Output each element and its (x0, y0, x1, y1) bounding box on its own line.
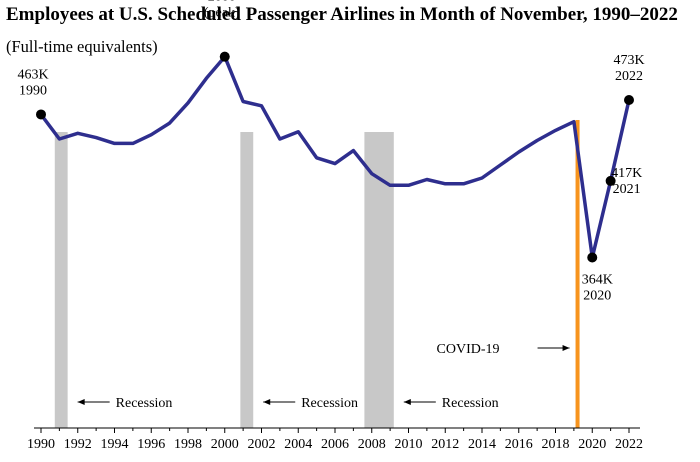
recession-label-2: Recession (301, 396, 358, 411)
data-point-1990 (36, 109, 46, 120)
x-tick-label-2022: 2022 (615, 437, 643, 452)
recession-label-3: Recession (442, 396, 499, 411)
annotation-1990-line-2: 1990 (19, 83, 47, 98)
x-tick-label-1998: 1998 (174, 437, 202, 452)
x-tick-label-2004: 2004 (284, 437, 312, 452)
recession-bar-1 (54, 132, 68, 428)
x-tick-label-2010: 2010 (395, 437, 423, 452)
x-tick-label-1994: 1994 (101, 437, 129, 452)
chart-title: Employees at U.S. Scheduled Passenger Ai… (6, 4, 678, 25)
data-point-2022 (624, 95, 634, 106)
recession-bar-2 (240, 132, 254, 428)
x-tick-label-1990: 1990 (27, 437, 55, 452)
x-tick-label-2006: 2006 (321, 437, 349, 452)
x-tick-label-2018: 2018 (542, 437, 570, 452)
annotation-2021-line-2: 2021 (613, 182, 641, 197)
annotation-2022-line-1: 473K (613, 53, 644, 68)
x-tick-label-1992: 1992 (64, 437, 92, 452)
employees-series-line (39, 54, 631, 260)
x-tick-label-2016: 2016 (505, 437, 533, 452)
data-point-2021 (605, 175, 616, 186)
annotation-2000-line-2: 2000 (208, 0, 236, 5)
x-tick-label-1996: 1996 (137, 437, 165, 452)
annotation-1990-line-1: 463K (17, 67, 48, 82)
annotation-2021-line-1: 417K (611, 166, 642, 181)
x-tick-label-2014: 2014 (468, 437, 496, 452)
recession-arrowhead-2 (263, 399, 271, 405)
recession-arrowhead-3 (403, 399, 411, 405)
annotation-2020-line-1: 364K (582, 273, 613, 288)
covid-arrowhead (562, 345, 570, 351)
recession-arrowhead-1 (77, 399, 85, 405)
chart-subtitle: (Full-time equivalents) (6, 37, 158, 56)
x-tick-label-2008: 2008 (358, 437, 386, 452)
covid-label: COVID-19 (437, 342, 500, 357)
recession-bar-3 (364, 132, 394, 428)
x-tick-label-2012: 2012 (431, 437, 459, 452)
annotation-2000-line-3: (peak) (204, 6, 240, 21)
x-tick-label-2002: 2002 (248, 437, 276, 452)
x-tick-label-2020: 2020 (578, 437, 606, 452)
x-tick-label-2000: 2000 (211, 437, 239, 452)
data-point-2000 (219, 51, 230, 62)
annotation-2022-line-2: 2022 (615, 69, 643, 84)
data-point-2020 (587, 252, 598, 263)
recession-label-1: Recession (116, 396, 173, 411)
annotation-2020-line-2: 2020 (583, 289, 611, 304)
